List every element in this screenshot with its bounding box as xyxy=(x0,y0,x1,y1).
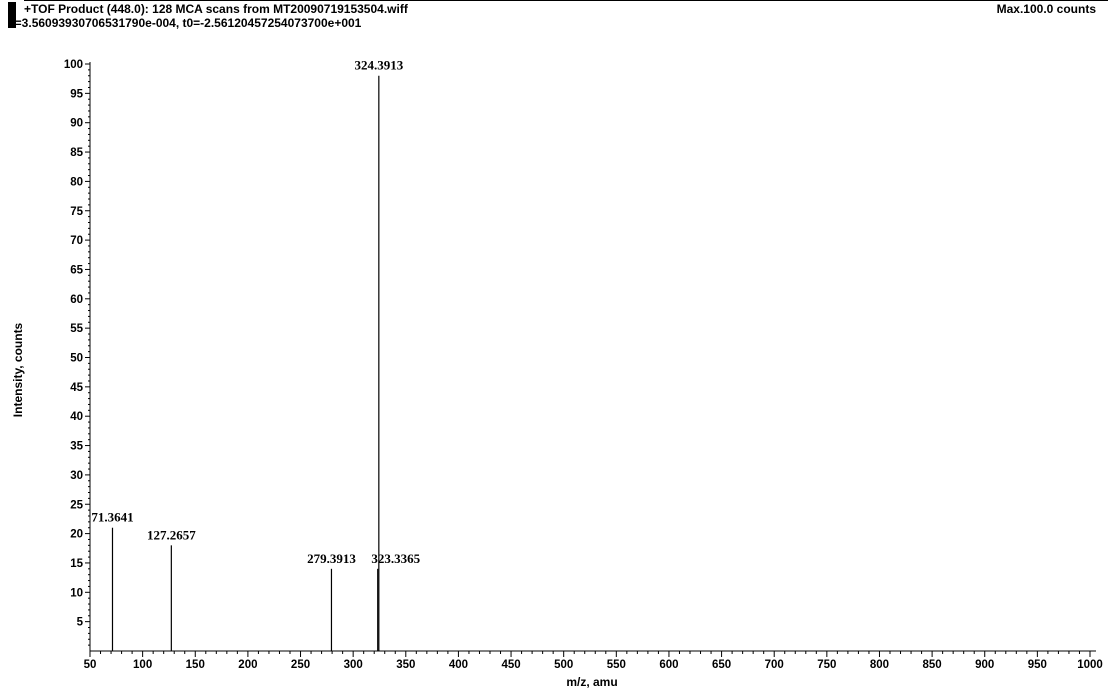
y-tick-label: 70 xyxy=(70,235,83,247)
y-tick-label: 95 xyxy=(70,88,83,100)
peak-labels-group: 71.3641 127.2657 279.3913 323.3365 324.3913 xyxy=(91,58,420,566)
y-tick-label: 25 xyxy=(70,499,83,511)
x-tick-label: 200 xyxy=(238,659,257,671)
y-tick-label: 20 xyxy=(70,529,83,541)
x-axis-title: m/z, amu xyxy=(566,675,617,688)
y-tick-label: 100 xyxy=(64,59,83,71)
y-tick-label: 50 xyxy=(70,353,83,365)
y-tick-label: 30 xyxy=(70,470,83,482)
y-tick-label: 5 xyxy=(77,617,84,629)
x-tick-label: 600 xyxy=(659,659,678,671)
y-tick-label: 65 xyxy=(70,264,83,276)
peak-label: 324.3913 xyxy=(354,58,403,73)
header-rule xyxy=(24,0,1108,1)
y-tick-label: 15 xyxy=(70,558,83,570)
y-tick-label: 55 xyxy=(70,323,83,335)
x-tick-label: 850 xyxy=(923,659,942,671)
y-tick-label: 10 xyxy=(70,587,83,599)
calibration-subtitle: a=3.56093930706531790e-004, t0=-2.561204… xyxy=(8,16,362,30)
peak-label: 323.3365 xyxy=(371,551,420,566)
x-tick-label: 650 xyxy=(712,659,731,671)
x-tick-label: 450 xyxy=(501,659,520,671)
peak-label: 279.3913 xyxy=(307,551,356,566)
y-tick-label: 80 xyxy=(70,176,83,188)
y-tick-label: 75 xyxy=(70,206,83,218)
peak-label: 71.3641 xyxy=(91,510,133,525)
x-tick-label: 500 xyxy=(554,659,573,671)
x-tick-label: 50 xyxy=(84,659,97,671)
spectrum-title: +TOF Product (448.0): 128 MCA scans from… xyxy=(24,2,408,16)
max-counts-label: Max.100.0 counts xyxy=(996,2,1096,16)
peaks-group xyxy=(111,75,380,651)
x-tick-label: 800 xyxy=(870,659,889,671)
x-tick-label: 700 xyxy=(765,659,784,671)
x-tick-label: 350 xyxy=(396,659,415,671)
peak-label: 127.2657 xyxy=(147,527,196,542)
x-tick-label: 250 xyxy=(291,659,310,671)
y-tick-label: 85 xyxy=(70,147,83,159)
y-tick-label: 35 xyxy=(70,441,83,453)
x-tick-label: 400 xyxy=(449,659,468,671)
x-tick-label: 150 xyxy=(186,659,205,671)
x-tick-label: 950 xyxy=(1028,659,1047,671)
x-tick-label: 100 xyxy=(133,659,152,671)
header-marker xyxy=(8,2,16,28)
y-tick-label: 90 xyxy=(70,118,83,130)
y-tick-label: 60 xyxy=(70,294,83,306)
y-tick-label: 40 xyxy=(70,411,83,423)
axes-group: 50 100 150 200 250 300 350 400 450 500 550 600 650 70… xyxy=(64,59,1103,671)
x-tick-label: 550 xyxy=(607,659,626,671)
x-tick-label: 900 xyxy=(975,659,994,671)
y-tick-label: 45 xyxy=(70,382,83,394)
x-tick-label: 300 xyxy=(344,659,363,671)
x-tick-label: 1000 xyxy=(1077,659,1103,671)
y-axis-title: Intensity, counts xyxy=(11,322,25,417)
x-tick-label: 750 xyxy=(817,659,836,671)
